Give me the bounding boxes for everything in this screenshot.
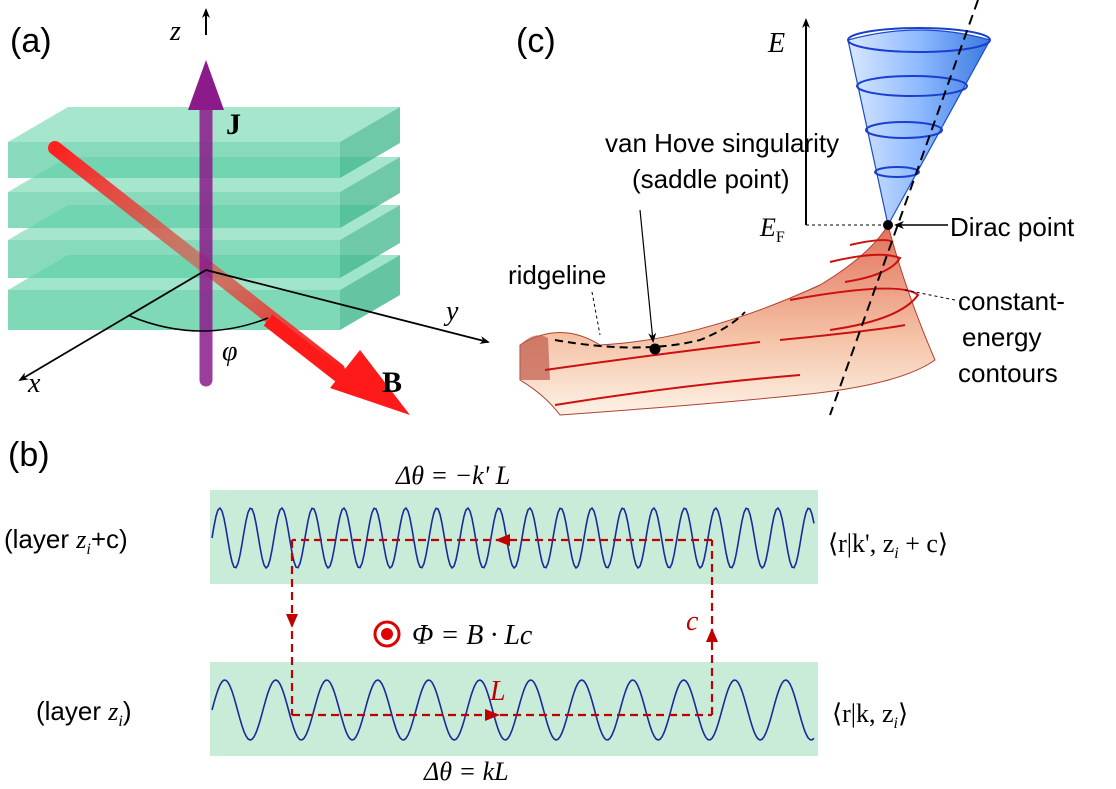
ket-bottom: ⟨r|k, zi⟩	[832, 699, 908, 732]
phase-bottom-label: Δθ = kL	[423, 757, 509, 786]
phase-top-label: Δθ = −k' L	[395, 461, 510, 490]
angle-arc	[129, 315, 269, 332]
loop-arrows	[286, 534, 718, 721]
contours-label-line3: contours	[958, 358, 1058, 388]
y-axis-label: y	[443, 296, 459, 327]
panel-b-label: (b)	[8, 436, 50, 474]
loop-L-label: L	[489, 676, 506, 707]
panel-b: (b) Δθ = −k' L Δθ = kL Φ = B · Lc L c (l…	[4, 436, 948, 786]
flux-label: Φ = B · Lc	[412, 620, 533, 651]
top-wave	[211, 506, 815, 570]
vhs-label-line1: van Hove singularity	[605, 128, 839, 158]
top-layer-label: (layer zi+c)	[4, 524, 128, 558]
bottom-layer-label: (layer zi)	[36, 696, 132, 730]
z-axis-label: z	[169, 16, 181, 47]
vhs-label-line2: (saddle point)	[632, 164, 790, 194]
current-label: J	[226, 108, 241, 141]
x-axis	[18, 269, 207, 382]
x-axis-label: x	[27, 368, 41, 399]
ket-top: ⟨r|k', zi + c⟩	[828, 529, 948, 562]
field-arrowhead	[330, 350, 410, 415]
panel-a: (a) z	[8, 8, 490, 415]
ridgeline-label: ridgeline	[508, 260, 606, 290]
cone-rings	[847, 27, 991, 178]
dirac-label: Dirac point	[950, 212, 1075, 242]
sheet-edge	[520, 335, 550, 380]
saddle-sheet	[519, 223, 936, 416]
y-axis	[205, 269, 490, 344]
bottom-layer-band	[210, 662, 818, 756]
dirac-point-dot	[883, 220, 893, 230]
cone-axis	[829, 0, 979, 416]
saddle-pointer	[639, 209, 657, 343]
field-beam-front	[263, 314, 355, 390]
saddle-point-dot	[649, 343, 661, 355]
panel-c: (c) E EF	[508, 0, 1075, 416]
contour-lines	[544, 239, 920, 406]
ridgeline-pointer	[591, 291, 601, 336]
panel-c-label: (c)	[516, 22, 556, 60]
flux-symbol-dot	[381, 628, 393, 640]
ridgeline-curve	[554, 311, 746, 349]
contours-pointer	[904, 289, 956, 301]
field-label: B	[382, 366, 402, 399]
contours-label-line1: constant-	[958, 286, 1065, 316]
angle-label: φ	[222, 336, 238, 367]
energy-axis-label: E	[767, 28, 785, 59]
fermi-label: EF	[759, 213, 785, 246]
panel-a-label: (a)	[10, 22, 52, 60]
loop-c-label: c	[686, 606, 699, 637]
current-arrowhead	[188, 60, 224, 110]
contours-label-line2: energy	[962, 322, 1042, 352]
top-layer-band	[210, 490, 818, 584]
